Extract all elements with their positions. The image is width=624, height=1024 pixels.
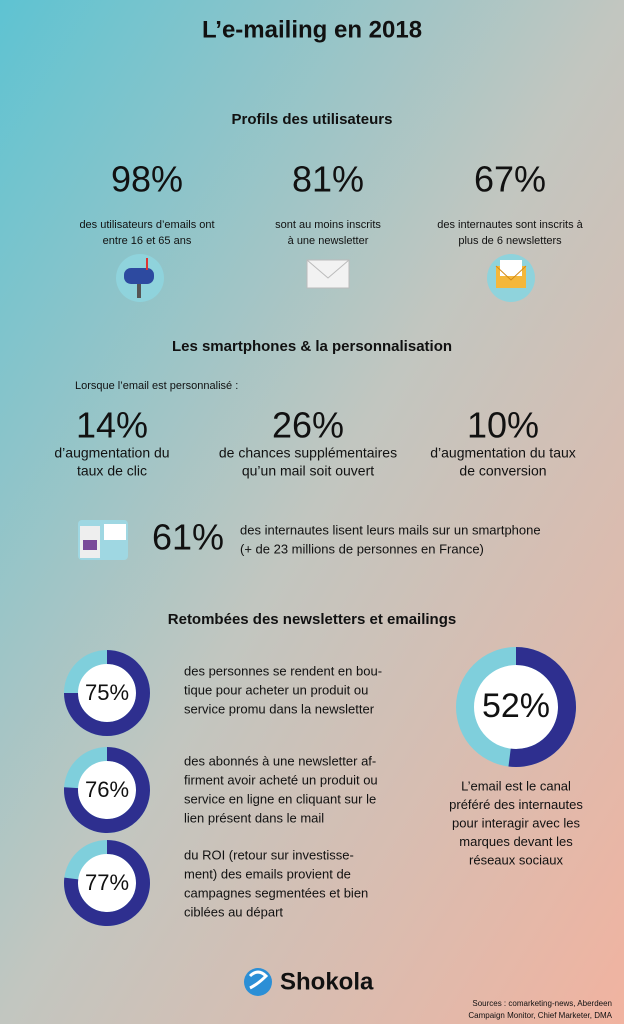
brand: Shokola [280, 968, 374, 995]
newsletter-icon [487, 254, 535, 302]
donut-arc [64, 650, 150, 736]
text-line: (+ de 23 millions de personnes en France… [240, 541, 484, 556]
text-line: ciblées au départ [184, 904, 283, 919]
text-line: taux de clic [77, 463, 147, 479]
text-line: service promu dans la newsletter [184, 701, 375, 716]
intro: Lorsque l’email est personnalisé : [75, 380, 238, 392]
text-line: des utilisateurs d’emails ont [79, 219, 214, 231]
text-line: qu’un mail soit ouvert [242, 463, 374, 479]
text-line: service en ligne en cliquant sur le [184, 791, 376, 806]
text-line: des personnes se rendent en bou- [184, 663, 382, 678]
text-line: d’augmentation du [54, 445, 169, 461]
text-line: préféré des internautes [449, 797, 583, 812]
text-line: plus de 6 newsletters [458, 235, 562, 247]
text-line: sont au moins inscrits [275, 219, 381, 231]
stat-figure: 98% [111, 159, 183, 200]
text-line: des internautes lisent leurs mails sur u… [240, 522, 541, 537]
text-line: à une newsletter [288, 235, 369, 247]
text-line: des abonnés à une newsletter af- [184, 753, 376, 768]
text-line: tique pour acheter un produit ou [184, 682, 368, 697]
stat-figure: 81% [292, 159, 364, 200]
text-line: de conversion [459, 463, 546, 479]
text-line: lien présent dans le mail [184, 810, 324, 825]
stat-figure: 26% [272, 405, 344, 446]
text-line: marques devant les [459, 834, 573, 849]
donut-label: 77% [85, 870, 129, 895]
stat-figure: 10% [467, 405, 539, 446]
text-line: firment avoir acheté un produit ou [184, 772, 378, 787]
text-line: du ROI (retour sur investisse- [184, 847, 354, 862]
logo-icon [244, 968, 272, 996]
text-line: entre 16 et 65 ans [103, 235, 192, 247]
smartphone-icon [78, 520, 128, 560]
text-line: de chances supplémentaires [219, 445, 397, 461]
text-line: Sources : comarketing-news, Aberdeen [472, 999, 612, 1008]
donut-label: 76% [85, 777, 129, 802]
section-heading: Les smartphones & la personnalisation [172, 338, 452, 355]
donut-arc [64, 840, 150, 926]
text-line: L’email est le canal [461, 778, 571, 793]
stat-figure: 61% [152, 517, 224, 558]
donut-arc [508, 647, 576, 767]
text-line: pour interagir avec les [452, 815, 580, 830]
text-line: ment) des emails provient de [184, 866, 351, 881]
section-heading: Profils des utilisateurs [232, 111, 393, 128]
text-line: des internautes sont inscrits à [437, 219, 583, 231]
title: L’e-mailing en 2018 [202, 16, 422, 43]
donut-label: 75% [85, 680, 129, 705]
donut-arc [64, 747, 150, 833]
stat-figure: 67% [474, 159, 546, 200]
stat-figure: 14% [76, 405, 148, 446]
envelope-icon [306, 259, 350, 289]
text-line: d’augmentation du taux [430, 445, 576, 461]
text-line: campagnes segmentées et bien [184, 885, 368, 900]
text-line: réseaux sociaux [469, 852, 563, 867]
section-heading: Retombées des newsletters et emailings [168, 611, 456, 628]
text-line: Campaign Monitor, Chief Marketer, DMA [468, 1011, 612, 1020]
mailbox-icon [116, 254, 164, 302]
donut-label: 52% [482, 687, 550, 725]
